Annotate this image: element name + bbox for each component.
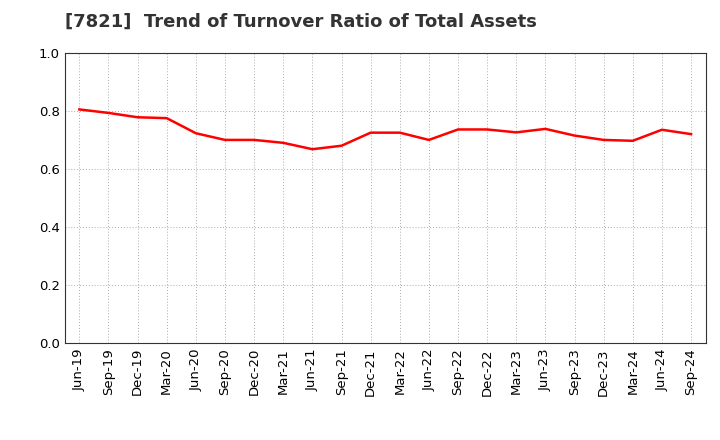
Text: [7821]  Trend of Turnover Ratio of Total Assets: [7821] Trend of Turnover Ratio of Total … [65,13,536,31]
